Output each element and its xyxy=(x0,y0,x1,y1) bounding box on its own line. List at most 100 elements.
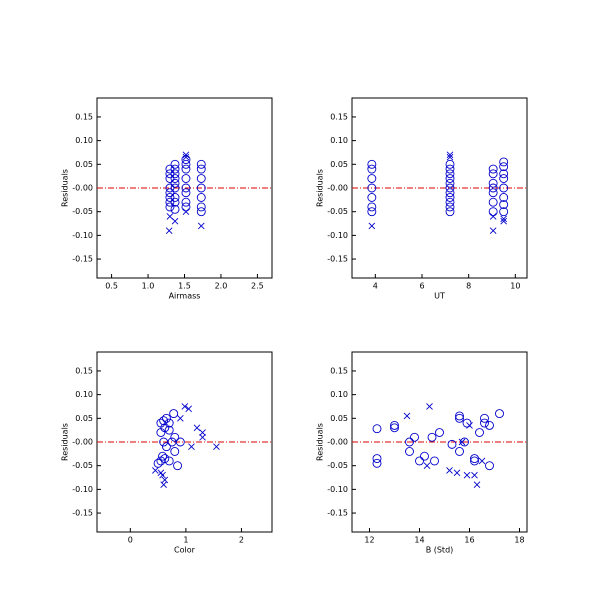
point-circle xyxy=(181,155,191,165)
point-circle xyxy=(181,197,191,207)
point-circle xyxy=(165,169,175,179)
point-circle xyxy=(390,420,399,430)
point-cross xyxy=(423,462,431,470)
y-tick-label: 0.10 xyxy=(75,136,93,145)
x-tick-label: 4 xyxy=(373,282,378,291)
y-tick-label: 0.05 xyxy=(330,160,348,169)
point-cross xyxy=(463,471,471,479)
point-circle xyxy=(156,456,166,466)
y-tick-label: -0.15 xyxy=(72,255,93,264)
x-tick-label: 2 xyxy=(239,536,244,545)
y-tick-label: 0.10 xyxy=(330,136,348,145)
point-circle xyxy=(405,437,414,447)
point-circle xyxy=(470,454,479,464)
point-circle xyxy=(488,188,498,198)
point-circle xyxy=(405,447,414,456)
point-circle xyxy=(161,442,171,452)
x-axis-label: Color xyxy=(174,546,196,555)
point-circle xyxy=(435,428,444,437)
point-circle xyxy=(488,169,498,179)
point-circle xyxy=(455,447,464,456)
point-circle xyxy=(420,451,429,461)
y-tick-label: -0.00 xyxy=(327,438,348,447)
y-tick-label: -0.00 xyxy=(72,438,93,447)
point-cross xyxy=(166,213,174,220)
point-circle xyxy=(415,456,424,466)
point-circle xyxy=(175,437,185,447)
point-cross xyxy=(157,469,165,477)
point-circle xyxy=(367,174,377,183)
point-cross xyxy=(181,403,189,410)
point-circle xyxy=(170,447,180,456)
x-tick-label: 12 xyxy=(364,536,374,545)
point-cross xyxy=(458,438,466,446)
point-circle xyxy=(495,409,504,419)
point-circle xyxy=(367,164,377,174)
point-circle xyxy=(445,197,455,207)
y-tick-label: 0.10 xyxy=(330,390,348,399)
y-tick-label: 0.10 xyxy=(75,390,93,399)
point-circle xyxy=(488,164,498,174)
point-circle xyxy=(165,188,175,198)
point-circle xyxy=(158,451,168,461)
point-circle xyxy=(499,193,509,202)
x-axis-label: B (Std) xyxy=(426,546,454,555)
point-circle xyxy=(372,458,382,468)
point-cross xyxy=(446,151,454,159)
x-tick-label: 1.5 xyxy=(178,282,191,291)
point-circle xyxy=(499,157,509,167)
point-circle xyxy=(390,423,399,433)
y-tick-label: -0.15 xyxy=(327,509,348,518)
point-circle xyxy=(410,432,419,442)
point-circle xyxy=(196,183,206,193)
point-circle xyxy=(485,420,494,430)
point-cross xyxy=(489,213,497,220)
point-circle xyxy=(181,188,191,198)
point-circle xyxy=(470,456,479,466)
point-cross xyxy=(471,471,478,479)
point-cross xyxy=(446,153,454,161)
point-circle xyxy=(170,178,180,188)
point-circle xyxy=(196,193,206,202)
x-tick-label: 16 xyxy=(464,536,474,545)
x-tick-label: 6 xyxy=(419,282,424,291)
x-axis-label: Airmass xyxy=(169,292,201,301)
x-tick-label: 18 xyxy=(514,536,524,545)
x-tick-label: 2.0 xyxy=(215,282,228,291)
point-circle xyxy=(488,197,498,207)
y-tick-label: -0.00 xyxy=(327,184,348,193)
point-circle xyxy=(445,207,455,217)
point-circle xyxy=(181,174,191,183)
point-cross xyxy=(182,208,190,216)
point-circle xyxy=(170,174,180,183)
y-axis-label: Residuals xyxy=(61,169,70,207)
point-cross xyxy=(453,469,461,477)
point-circle xyxy=(372,454,382,464)
point-circle xyxy=(165,174,175,183)
point-circle xyxy=(488,183,498,193)
point-cross xyxy=(489,227,497,234)
point-cross xyxy=(478,457,486,465)
point-circle xyxy=(462,418,472,428)
point-circle xyxy=(367,159,377,169)
point-cross xyxy=(368,222,376,230)
y-axis-label: Residuals xyxy=(316,423,325,461)
point-cross xyxy=(500,215,507,223)
point-circle xyxy=(455,413,464,423)
point-cross xyxy=(182,151,190,159)
y-tick-label: -0.00 xyxy=(72,184,93,193)
y-tick-label: 0.05 xyxy=(75,414,93,423)
point-circle xyxy=(460,437,469,447)
point-circle xyxy=(445,202,455,212)
y-tick-label: -0.05 xyxy=(72,207,93,216)
x-tick-label: 1.0 xyxy=(142,282,155,291)
point-circle xyxy=(367,202,377,212)
point-circle xyxy=(445,164,455,174)
point-cross xyxy=(213,443,220,451)
point-circle xyxy=(181,164,191,174)
point-circle xyxy=(367,193,377,202)
point-cross xyxy=(182,153,190,161)
point-circle xyxy=(480,413,489,423)
point-circle xyxy=(430,456,439,466)
point-circle xyxy=(367,207,377,217)
